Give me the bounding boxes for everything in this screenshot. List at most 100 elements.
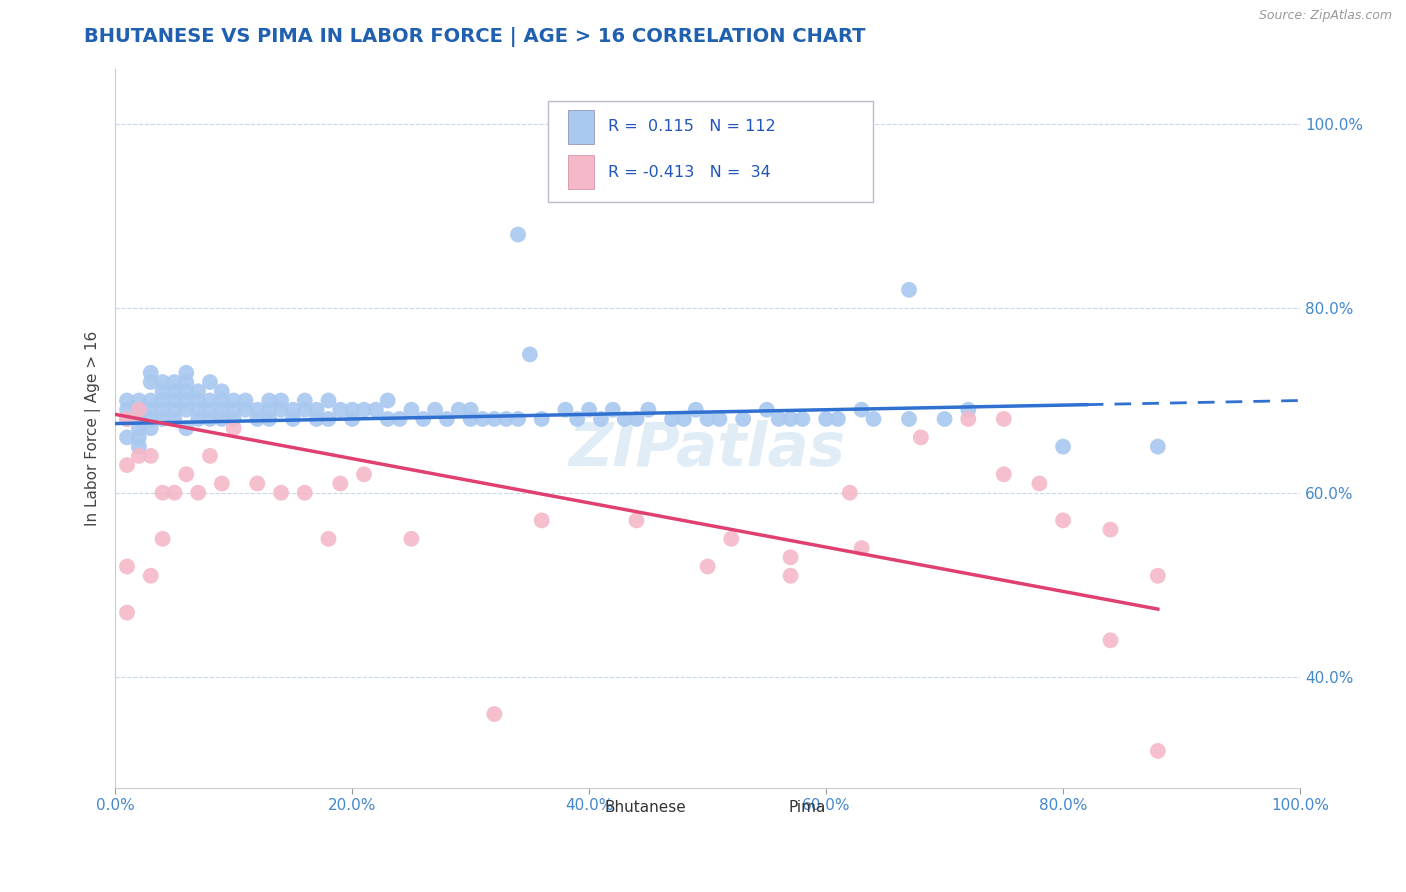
Point	[294, 485, 316, 500]
Point	[768, 412, 790, 426]
Point	[128, 393, 150, 408]
Point	[910, 430, 932, 444]
Point	[567, 412, 589, 426]
Point	[222, 402, 245, 417]
Point	[128, 402, 150, 417]
Point	[318, 412, 340, 426]
Point	[128, 421, 150, 435]
Point	[696, 559, 718, 574]
Point	[329, 476, 352, 491]
Point	[318, 532, 340, 546]
Point	[827, 412, 849, 426]
Point	[270, 402, 292, 417]
Text: R =  0.115   N = 112: R = 0.115 N = 112	[607, 120, 776, 135]
Point	[152, 532, 174, 546]
Point	[851, 541, 873, 555]
Point	[447, 402, 470, 417]
Point	[672, 412, 695, 426]
Point	[139, 412, 162, 426]
Point	[340, 412, 363, 426]
Point	[174, 375, 197, 389]
Point	[115, 430, 138, 444]
Point	[152, 393, 174, 408]
Point	[139, 402, 162, 417]
Point	[957, 412, 980, 426]
Point	[661, 412, 683, 426]
Point	[257, 402, 280, 417]
Point	[364, 402, 387, 417]
Point	[211, 393, 233, 408]
Point	[353, 402, 375, 417]
Point	[305, 402, 328, 417]
Point	[211, 384, 233, 399]
Point	[305, 412, 328, 426]
Point	[187, 485, 209, 500]
Point	[152, 402, 174, 417]
Point	[862, 412, 884, 426]
Point	[779, 568, 801, 582]
Point	[211, 402, 233, 417]
Point	[115, 606, 138, 620]
Point	[294, 393, 316, 408]
Point	[211, 412, 233, 426]
Point	[1052, 440, 1074, 454]
Point	[257, 393, 280, 408]
Point	[115, 412, 138, 426]
Point	[115, 412, 138, 426]
Point	[128, 402, 150, 417]
Point	[696, 412, 718, 426]
Point	[720, 532, 742, 546]
Point	[270, 393, 292, 408]
Point	[198, 412, 221, 426]
Point	[163, 375, 186, 389]
Point	[187, 393, 209, 408]
Point	[198, 449, 221, 463]
Point	[128, 412, 150, 426]
Point	[898, 412, 921, 426]
Point	[934, 412, 956, 426]
Point	[613, 412, 636, 426]
Point	[377, 393, 399, 408]
Point	[198, 402, 221, 417]
Point	[626, 412, 648, 426]
Point	[163, 384, 186, 399]
Point	[602, 402, 624, 417]
Point	[578, 402, 600, 417]
Point	[222, 393, 245, 408]
Point	[174, 366, 197, 380]
Point	[401, 532, 423, 546]
Point	[187, 412, 209, 426]
Point	[506, 227, 529, 242]
Point	[779, 550, 801, 565]
Point	[530, 412, 553, 426]
Point	[329, 402, 352, 417]
Point	[115, 402, 138, 417]
Point	[163, 485, 186, 500]
Point	[187, 384, 209, 399]
Text: ZIPatlas: ZIPatlas	[569, 420, 846, 479]
Point	[685, 402, 707, 417]
Point	[460, 412, 482, 426]
Point	[1146, 440, 1168, 454]
Point	[128, 449, 150, 463]
Point	[779, 412, 801, 426]
Point	[246, 402, 269, 417]
Point	[1146, 568, 1168, 582]
Point	[423, 402, 446, 417]
Point	[637, 402, 659, 417]
Point	[506, 412, 529, 426]
Point	[709, 412, 731, 426]
Point	[495, 412, 517, 426]
Point	[401, 402, 423, 417]
Point	[460, 402, 482, 417]
Point	[139, 421, 162, 435]
Point	[993, 467, 1015, 482]
Point	[115, 393, 138, 408]
FancyBboxPatch shape	[568, 110, 593, 144]
Point	[898, 283, 921, 297]
Point	[198, 375, 221, 389]
Point	[281, 402, 304, 417]
Text: Pima: Pima	[789, 800, 825, 815]
Point	[626, 513, 648, 527]
Point	[152, 384, 174, 399]
